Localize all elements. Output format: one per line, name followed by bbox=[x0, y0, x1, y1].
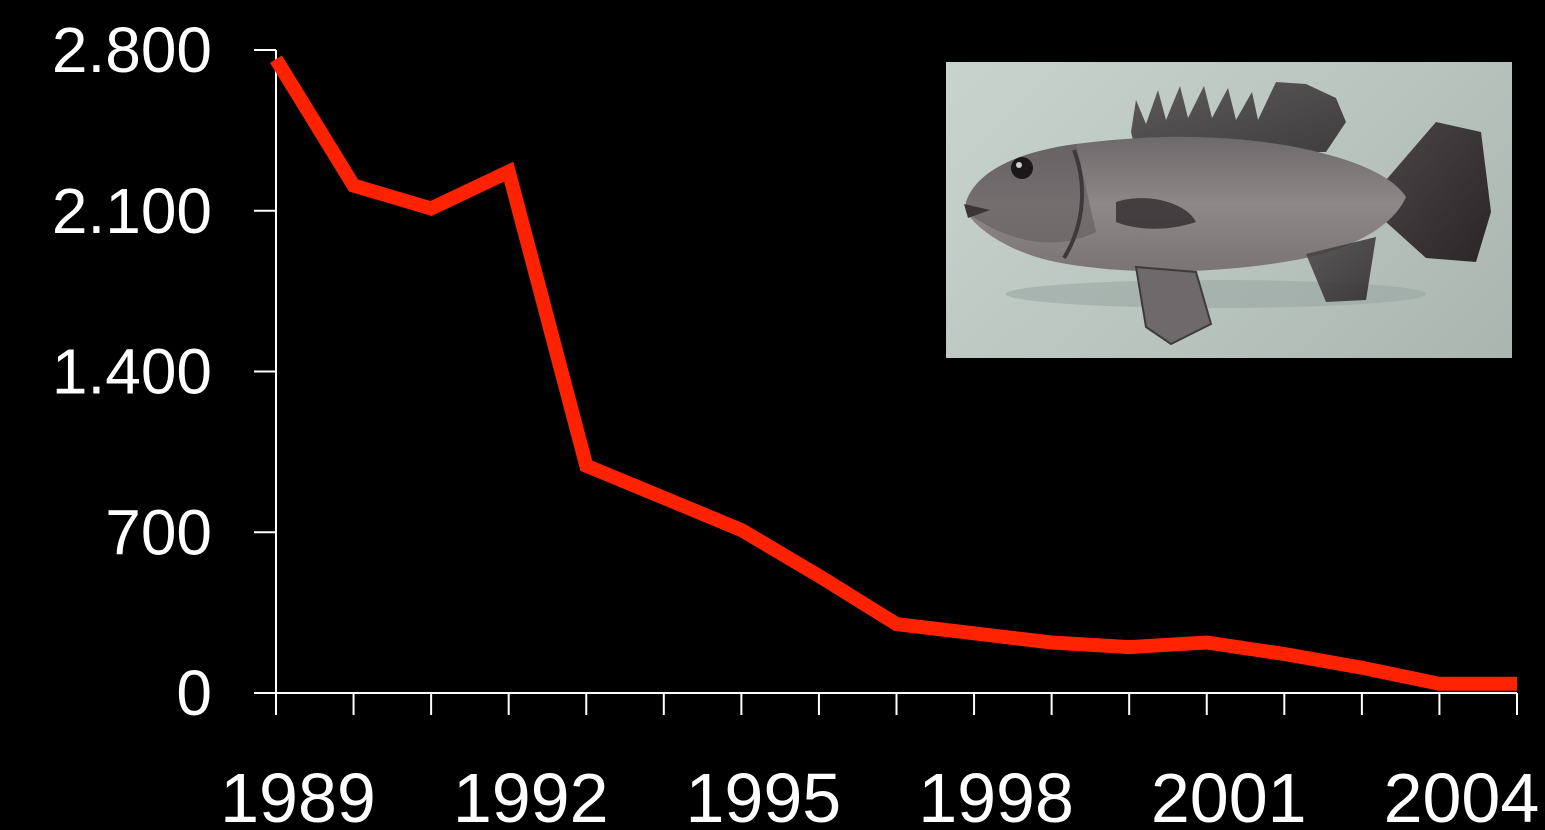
x-tick-label: 1992 bbox=[453, 759, 609, 830]
series bbox=[270, 55, 1518, 691]
x-tick-label: 2001 bbox=[1151, 759, 1307, 830]
data-point bbox=[740, 529, 742, 531]
data-point bbox=[1128, 646, 1130, 648]
y-tick-label: 1.400 bbox=[52, 336, 212, 408]
x-tick-label: 1989 bbox=[220, 759, 376, 830]
x-tick-label: 1998 bbox=[918, 759, 1074, 830]
ticks bbox=[254, 49, 1518, 715]
data-point bbox=[1051, 641, 1053, 643]
data-point bbox=[1516, 683, 1518, 685]
grouper-fish-icon bbox=[964, 82, 1491, 346]
x-tick-label: 1995 bbox=[686, 759, 842, 830]
data-point bbox=[818, 575, 820, 577]
data-point bbox=[896, 623, 897, 625]
data-point bbox=[1438, 683, 1440, 685]
data-point bbox=[1361, 667, 1363, 669]
data-point bbox=[663, 497, 665, 499]
data-point bbox=[1206, 641, 1208, 643]
data-point bbox=[508, 171, 510, 173]
data-point bbox=[353, 184, 355, 186]
y-tick-label: 2.100 bbox=[52, 175, 212, 247]
data-point bbox=[430, 207, 432, 209]
y-tick-label: 700 bbox=[105, 496, 212, 568]
y-tick-label: 0 bbox=[176, 657, 212, 729]
tick-labels: 0 700 1.400 2.100 2.800 1989 1992 1995 1998 2001 2… bbox=[52, 14, 1539, 830]
data-point bbox=[973, 632, 975, 634]
data-point bbox=[585, 465, 587, 467]
data-point bbox=[275, 58, 277, 60]
x-tick-label: 2004 bbox=[1384, 759, 1540, 830]
fish-photo bbox=[946, 62, 1512, 358]
y-tick-label: 2.800 bbox=[52, 14, 212, 86]
data-point bbox=[1283, 653, 1285, 655]
